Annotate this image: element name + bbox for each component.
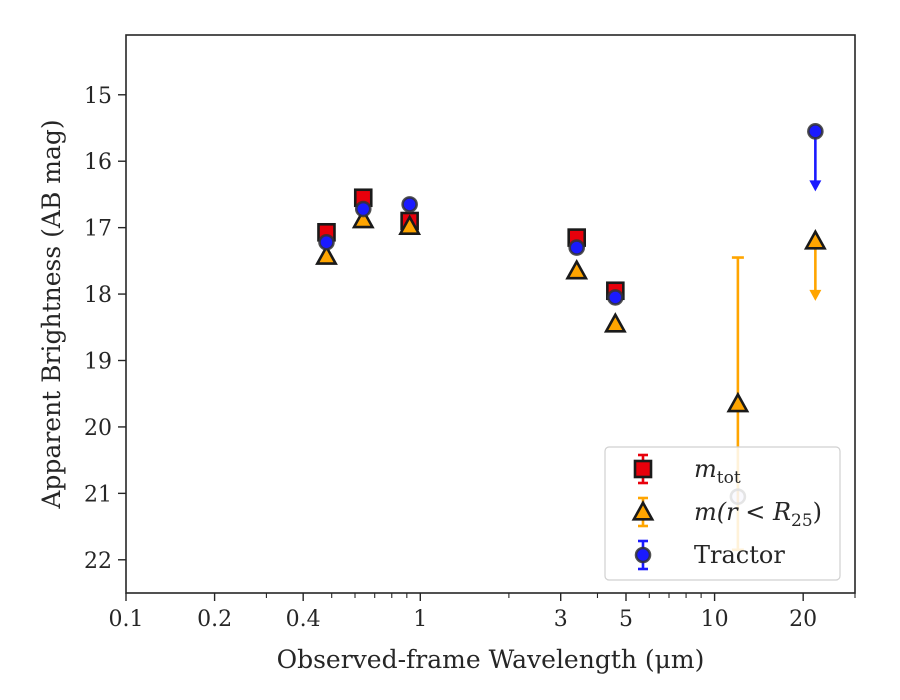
legend-marker-triangle (631, 500, 655, 521)
x-tick-label: 10 (701, 607, 729, 632)
y-tick-label: 20 (84, 416, 112, 441)
data-point-triangle (315, 244, 338, 265)
data-point-triangle (803, 229, 827, 250)
data-point-circle (401, 196, 418, 213)
legend-box (604, 446, 841, 581)
x-tick-label: 0.2 (197, 607, 232, 632)
y-tick-label: 21 (84, 482, 112, 507)
y-tick-label: 17 (84, 217, 112, 242)
x-tick-label: 0.4 (286, 607, 321, 632)
legend-marker-circle (634, 546, 652, 564)
legend-label: Tractor (694, 541, 785, 569)
y-axis-label: Apparent Brightness (AB mag) (37, 119, 66, 509)
data-point-triangle (565, 258, 589, 280)
data-point-triangle (726, 391, 750, 413)
x-tick-label: 0.1 (109, 607, 144, 632)
x-axis-label: Observed-frame Wavelength (μm) (277, 645, 705, 674)
data-point-circle (607, 289, 624, 306)
data-point-triangle (398, 214, 422, 235)
data-point-circle (568, 239, 586, 256)
x-tick-label: 3 (554, 607, 568, 632)
arrow-head (809, 289, 822, 301)
y-tick-label: 16 (84, 150, 112, 175)
data-point-circle (354, 200, 372, 218)
legend-marker-square (633, 459, 653, 479)
data-point-circle (807, 123, 824, 140)
x-tick-label: 5 (619, 607, 633, 632)
y-tick-label: 22 (84, 549, 112, 574)
x-tick-label: 1 (413, 607, 427, 632)
data-point-triangle (603, 312, 627, 333)
arrow-head (809, 180, 822, 192)
y-tick-label: 18 (84, 283, 112, 308)
x-tick-label: 20 (789, 607, 817, 632)
axes: 0.1 0.2 0.4 1 3 5 10 20 15 16 17 18 19 20 21 22 (84, 34, 856, 632)
plot-frame (125, 34, 856, 594)
legend: mtot m(r < R25) Tractor (604, 446, 841, 581)
data-point-triangle (351, 207, 375, 229)
series-circle (318, 123, 824, 505)
legend-label: m(r < R25) (694, 498, 822, 531)
y-tick-label: 15 (84, 84, 112, 109)
y-tick-label: 19 (84, 350, 112, 375)
data-point-circle (318, 233, 335, 251)
legend-label: mtot (694, 455, 741, 488)
